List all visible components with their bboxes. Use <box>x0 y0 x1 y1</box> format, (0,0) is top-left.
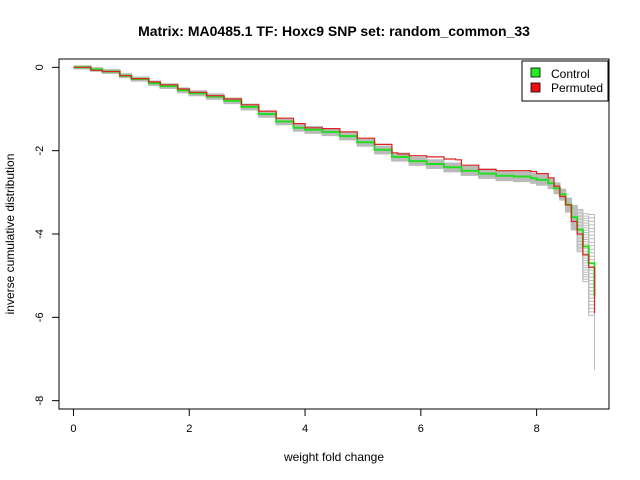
legend-swatch-control <box>530 67 541 78</box>
y-axis-label: inverse cumulative distribution <box>3 154 17 315</box>
y-tick-label: -6 <box>34 312 46 322</box>
x-tick-label: 0 <box>70 423 76 435</box>
y-tick-label: -4 <box>34 229 46 239</box>
series-line-permuted <box>73 66 596 314</box>
series-layer <box>73 66 596 314</box>
legend-swatch-permuted <box>530 82 541 93</box>
y-tick-label: -8 <box>34 396 46 406</box>
x-tick-label: 6 <box>418 423 424 435</box>
x-axis-label: weight fold change <box>283 450 384 464</box>
x-tick-label: 4 <box>302 423 308 435</box>
y-axis: 0 -2 -4 -6 -8 <box>34 64 60 406</box>
chart-title: Matrix: MA0485.1 TF: Hoxc9 SNP set: rand… <box>138 23 530 39</box>
legend-label-control: Control <box>551 67 590 81</box>
legend-label-permuted: Permuted <box>551 81 603 95</box>
x-axis: 0 2 4 6 8 <box>70 408 540 435</box>
y-tick-label: -2 <box>34 146 46 156</box>
x-tick-label: 2 <box>186 423 192 435</box>
x-tick-label: 8 <box>534 423 540 435</box>
legend: Control Permuted <box>521 60 609 102</box>
y-tick-label: 0 <box>34 64 46 70</box>
